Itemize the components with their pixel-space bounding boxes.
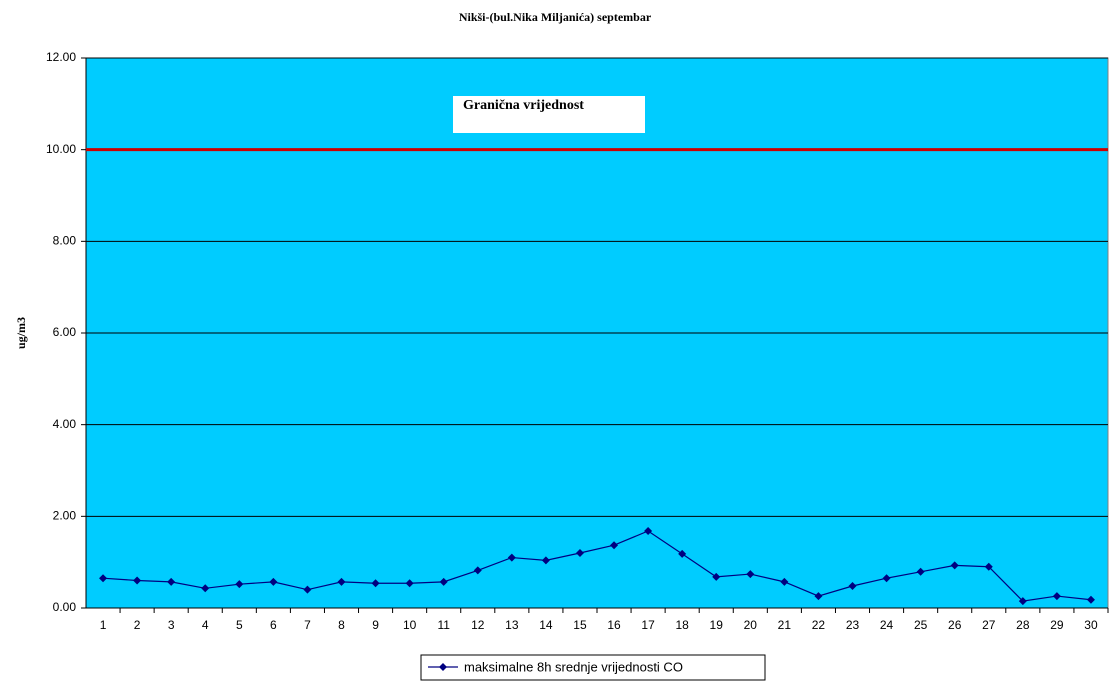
- y-tick-label: 0.00: [53, 600, 77, 614]
- x-tick-label: 2: [134, 618, 141, 632]
- x-tick-label: 3: [168, 618, 175, 632]
- marker: [303, 585, 312, 594]
- annotation: Granična vrijednost: [463, 98, 584, 113]
- marker: [371, 579, 380, 588]
- marker: [678, 549, 687, 558]
- chart-title: Nikši-(bul.Nika Miljanića) septembar: [459, 10, 652, 24]
- marker: [1052, 592, 1061, 601]
- marker: [882, 574, 891, 583]
- marker: [337, 577, 346, 586]
- x-tick-label: 6: [270, 618, 277, 632]
- marker: [950, 561, 959, 570]
- marker: [473, 566, 482, 575]
- marker: [1018, 597, 1027, 606]
- marker: [133, 576, 142, 585]
- marker: [167, 577, 176, 586]
- x-tick-label: 28: [1016, 618, 1030, 632]
- x-tick-label: 17: [641, 618, 655, 632]
- marker: [644, 527, 653, 535]
- marker: [507, 553, 516, 562]
- marker: [439, 577, 448, 586]
- x-tick-label: 8: [338, 618, 345, 632]
- x-tick-label: 23: [846, 618, 860, 632]
- y-axis-label: ug/m3: [14, 317, 28, 349]
- marker: [541, 556, 550, 565]
- x-tick-label: 29: [1050, 618, 1064, 632]
- legend-label: maksimalne 8h srednje vrijednosti CO: [464, 659, 683, 674]
- y-tick-label: 2.00: [53, 509, 77, 523]
- series-line: [102, 530, 1092, 602]
- x-tick-label: 21: [778, 618, 792, 632]
- marker: [610, 541, 619, 550]
- marker: [439, 663, 447, 671]
- x-tick-label: 27: [982, 618, 996, 632]
- legend-box: [420, 654, 766, 681]
- legend: maksimalne 8h srednje vrijednosti CO: [420, 654, 766, 681]
- x-tick-label: 11: [437, 618, 450, 632]
- x-tick-label: 26: [948, 618, 962, 632]
- marker: [575, 549, 584, 557]
- x-tick-label: 9: [372, 618, 379, 632]
- x-tick-label: 24: [880, 618, 894, 632]
- x-tick-label: 22: [812, 618, 826, 632]
- y-tick-label: 8.00: [53, 234, 77, 248]
- marker: [780, 577, 789, 586]
- x-tick-label: 18: [675, 618, 689, 632]
- marker: [1086, 595, 1095, 604]
- x-tick-label: 12: [471, 618, 485, 632]
- marker: [746, 570, 755, 579]
- marker: [712, 572, 721, 581]
- marker: [99, 574, 108, 583]
- x-tick-label: 16: [607, 618, 621, 632]
- y-tick-label: 4.00: [53, 417, 77, 431]
- marker: [235, 580, 244, 589]
- marker: [814, 592, 823, 601]
- x-tick-label: 30: [1084, 618, 1098, 632]
- x-tick-label: 1: [100, 618, 107, 632]
- x-tick-label: 15: [573, 618, 587, 632]
- marker: [984, 562, 993, 571]
- marker: [201, 584, 210, 593]
- x-tick-label: 25: [914, 618, 928, 632]
- y-tick-label: 12.00: [46, 50, 76, 64]
- x-tick-label: 20: [744, 618, 758, 632]
- x-tick-label: 4: [202, 618, 209, 632]
- marker: [848, 582, 857, 590]
- y-tick-label: 10.00: [46, 142, 76, 156]
- x-tick-label: 14: [539, 618, 553, 632]
- marker: [269, 577, 278, 586]
- x-tick-label: 13: [505, 618, 519, 632]
- x-tick-label: 7: [304, 618, 311, 632]
- x-tick-label: 19: [710, 618, 724, 632]
- marker: [916, 567, 925, 576]
- x-tick-label: 10: [403, 618, 417, 632]
- annotation-box: [453, 96, 645, 133]
- y-tick-label: 6.00: [53, 325, 77, 339]
- x-tick-label: 5: [236, 618, 243, 632]
- marker: [405, 579, 414, 588]
